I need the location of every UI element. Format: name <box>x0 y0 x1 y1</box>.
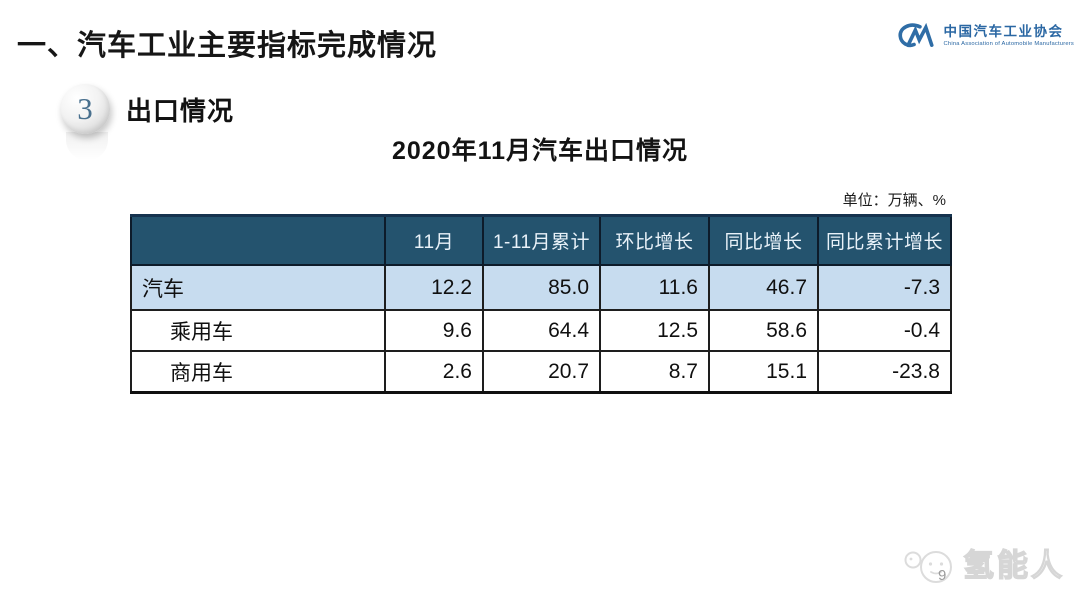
table-row-passenger-vehicles: 乘用车 9.6 64.4 12.5 58.6 -0.4 <box>130 309 952 352</box>
slide-title: 一、汽车工业主要指标完成情况 <box>17 30 438 62</box>
cell-value: 64.4 <box>482 309 601 352</box>
unit-note: 单位：万辆、% <box>842 192 946 209</box>
cell-value: 15.1 <box>708 350 819 394</box>
cell-value: 8.7 <box>599 350 710 394</box>
row-label: 汽车 <box>130 264 386 311</box>
watermark: 氢能人 <box>903 540 1065 590</box>
association-name-cn: 中国汽车工业协会 <box>943 23 1064 39</box>
page-number: 9 <box>938 567 947 584</box>
header-cell-yoy-growth: 同比增长 <box>708 214 819 266</box>
cell-value: -23.8 <box>817 350 952 394</box>
cell-value: 11.6 <box>599 264 710 311</box>
table-row-total-vehicles: 汽车 12.2 85.0 11.6 46.7 -7.3 <box>130 264 952 311</box>
association-logo: 中国汽车工业协会 China Association of Automobile… <box>895 20 1074 52</box>
table-title: 2020年11月汽车出口情况 <box>391 137 689 165</box>
row-label: 乘用车 <box>130 309 386 352</box>
association-name-en: China Association of Automobile Manufact… <box>943 41 1074 48</box>
cell-value: -7.3 <box>817 264 952 311</box>
section-number: 3 <box>77 91 93 126</box>
header-cell-category <box>130 214 386 266</box>
association-name: 中国汽车工业协会 China Association of Automobile… <box>943 23 1074 48</box>
cell-value: 46.7 <box>708 264 819 311</box>
cell-value: 2.6 <box>384 350 484 394</box>
table-row-commercial-vehicles: 商用车 2.6 20.7 8.7 15.1 -23.8 <box>130 350 952 394</box>
section-label: 出口情况 <box>126 95 235 126</box>
cell-value: 85.0 <box>482 264 601 311</box>
table-header-row: 11月 1-11月累计 环比增长 同比增长 同比累计增长 <box>130 214 952 266</box>
row-label: 商用车 <box>130 350 386 394</box>
cell-value: 12.5 <box>599 309 710 352</box>
section-number-badge: 3 <box>60 84 110 134</box>
cell-value: 12.2 <box>384 264 484 311</box>
cell-value: 58.6 <box>708 309 819 352</box>
cam-logo-icon <box>897 22 934 48</box>
cell-value: -0.4 <box>817 309 952 352</box>
header-cell-yoy-cumulative-growth: 同比累计增长 <box>817 214 952 266</box>
header-cell-cumulative: 1-11月累计 <box>482 214 601 266</box>
header-cell-month: 11月 <box>384 214 484 266</box>
chat-face-icon <box>904 551 952 583</box>
cell-value: 20.7 <box>482 350 601 394</box>
cell-value: 9.6 <box>384 309 484 352</box>
watermark-text: 氢能人 <box>962 547 1065 583</box>
header-cell-mom-growth: 环比增长 <box>599 214 710 266</box>
section-header: 3 出口情况 <box>60 84 234 134</box>
export-data-table: 11月 1-11月累计 环比增长 同比增长 同比累计增长 汽车 12.2 85.… <box>130 214 952 394</box>
